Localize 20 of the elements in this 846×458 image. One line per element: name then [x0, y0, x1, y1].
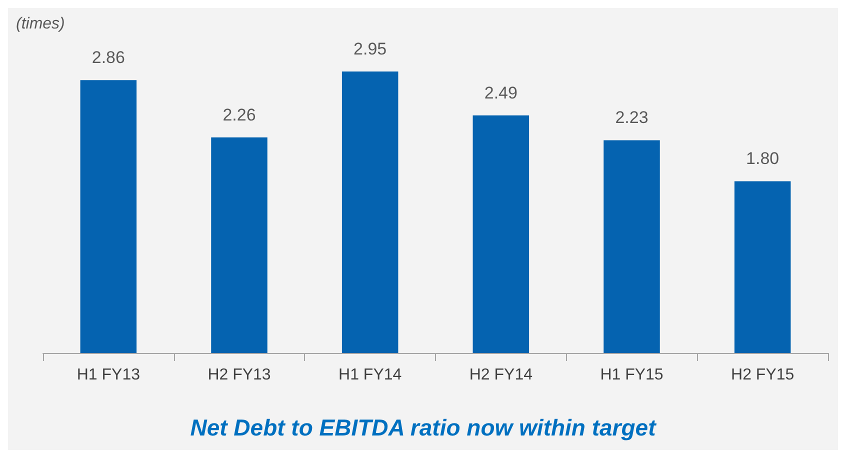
- bar: [734, 181, 791, 353]
- data-label: 1.80: [746, 149, 780, 168]
- data-label: 2.95: [354, 39, 387, 58]
- x-tick-label: H1 FY13: [76, 366, 140, 384]
- x-tick-label: H2 FY13: [208, 366, 271, 384]
- bar: [80, 80, 137, 353]
- x-tick-label: H1 FY15: [600, 366, 664, 384]
- bar: [604, 140, 660, 353]
- data-label: 2.26: [222, 105, 256, 124]
- x-tick-label: H2 FY14: [469, 366, 533, 384]
- data-label: 2.86: [92, 48, 125, 68]
- x-tick-label: H1 FY14: [338, 366, 402, 384]
- x-tick-label: H2 FY15: [731, 366, 794, 384]
- data-label: 2.23: [615, 108, 648, 128]
- data-label: 2.49: [484, 83, 518, 102]
- bar: [342, 71, 398, 353]
- text: Net Debt to EBITDA ratio now within target: [190, 414, 658, 440]
- y-axis-title: (times): [16, 16, 65, 32]
- bar: [472, 115, 530, 353]
- bar: [211, 137, 268, 353]
